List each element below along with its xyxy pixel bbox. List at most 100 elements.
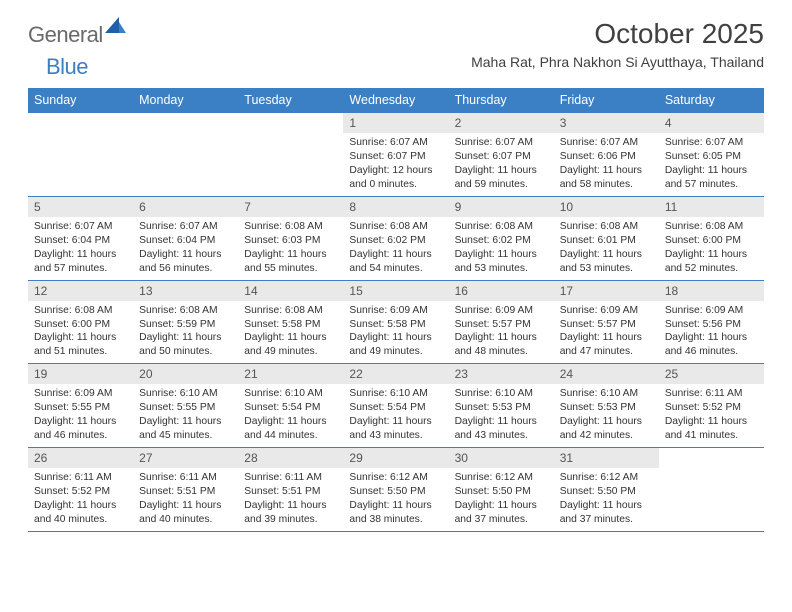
daylight-text-2: and 38 minutes.	[349, 513, 442, 527]
daylight-text-2: and 37 minutes.	[560, 513, 653, 527]
daylight-text-2: and 51 minutes.	[34, 345, 127, 359]
daylight-text-1: Daylight: 11 hours	[349, 415, 442, 429]
weekday-header-row: Sunday Monday Tuesday Wednesday Thursday…	[28, 88, 764, 113]
sunrise-text: Sunrise: 6:09 AM	[665, 304, 758, 318]
day-data-cell	[238, 133, 343, 196]
day-data-cell: Sunrise: 6:07 AMSunset: 6:07 PMDaylight:…	[449, 133, 554, 196]
sunrise-text: Sunrise: 6:10 AM	[349, 387, 442, 401]
location-text: Maha Rat, Phra Nakhon Si Ayutthaya, Thai…	[471, 54, 764, 70]
daylight-text-2: and 50 minutes.	[139, 345, 232, 359]
sunset-text: Sunset: 5:51 PM	[139, 485, 232, 499]
day-data-cell: Sunrise: 6:09 AMSunset: 5:58 PMDaylight:…	[343, 301, 448, 364]
day-data-cell: Sunrise: 6:11 AMSunset: 5:52 PMDaylight:…	[28, 468, 133, 531]
daylight-text-1: Daylight: 11 hours	[139, 248, 232, 262]
day-number-cell: 20	[133, 364, 238, 385]
sunset-text: Sunset: 5:54 PM	[244, 401, 337, 415]
sunset-text: Sunset: 6:02 PM	[349, 234, 442, 248]
day-data-cell: Sunrise: 6:11 AMSunset: 5:52 PMDaylight:…	[659, 384, 764, 447]
day-number-cell: 25	[659, 364, 764, 385]
day-number-cell: 29	[343, 448, 448, 469]
day-number-cell: 15	[343, 280, 448, 301]
sunset-text: Sunset: 5:52 PM	[665, 401, 758, 415]
sunrise-text: Sunrise: 6:08 AM	[244, 304, 337, 318]
sunrise-text: Sunrise: 6:10 AM	[455, 387, 548, 401]
day-number-cell: 23	[449, 364, 554, 385]
day-data-cell	[28, 133, 133, 196]
sunset-text: Sunset: 6:00 PM	[665, 234, 758, 248]
sunset-text: Sunset: 5:55 PM	[139, 401, 232, 415]
day-number-cell: 18	[659, 280, 764, 301]
weekday-header: Thursday	[449, 88, 554, 113]
daylight-text-2: and 48 minutes.	[455, 345, 548, 359]
daylight-text-2: and 57 minutes.	[34, 262, 127, 276]
day-data-cell: Sunrise: 6:09 AMSunset: 5:55 PMDaylight:…	[28, 384, 133, 447]
day-number-cell: 9	[449, 196, 554, 217]
day-number-cell: 10	[554, 196, 659, 217]
daylight-text-2: and 0 minutes.	[349, 178, 442, 192]
sunset-text: Sunset: 6:06 PM	[560, 150, 653, 164]
day-number-cell	[238, 113, 343, 134]
day-data-cell: Sunrise: 6:10 AMSunset: 5:53 PMDaylight:…	[554, 384, 659, 447]
day-data-cell: Sunrise: 6:08 AMSunset: 5:58 PMDaylight:…	[238, 301, 343, 364]
month-title: October 2025	[471, 18, 764, 50]
daylight-text-1: Daylight: 11 hours	[665, 248, 758, 262]
day-data-cell: Sunrise: 6:12 AMSunset: 5:50 PMDaylight:…	[343, 468, 448, 531]
day-number-row: 12131415161718	[28, 280, 764, 301]
day-number-cell: 2	[449, 113, 554, 134]
sunrise-text: Sunrise: 6:07 AM	[34, 220, 127, 234]
day-number-cell: 22	[343, 364, 448, 385]
weekday-header: Monday	[133, 88, 238, 113]
day-data-cell: Sunrise: 6:08 AMSunset: 6:02 PMDaylight:…	[449, 217, 554, 280]
weekday-header: Friday	[554, 88, 659, 113]
day-data-cell: Sunrise: 6:07 AMSunset: 6:04 PMDaylight:…	[28, 217, 133, 280]
daylight-text-1: Daylight: 11 hours	[560, 499, 653, 513]
brand-logo: General	[28, 22, 127, 48]
daylight-text-2: and 45 minutes.	[139, 429, 232, 443]
sunrise-text: Sunrise: 6:08 AM	[349, 220, 442, 234]
day-data-cell: Sunrise: 6:12 AMSunset: 5:50 PMDaylight:…	[449, 468, 554, 531]
day-data-cell: Sunrise: 6:11 AMSunset: 5:51 PMDaylight:…	[133, 468, 238, 531]
sunrise-text: Sunrise: 6:07 AM	[560, 136, 653, 150]
daylight-text-1: Daylight: 11 hours	[244, 331, 337, 345]
daylight-text-1: Daylight: 11 hours	[34, 331, 127, 345]
daylight-text-1: Daylight: 11 hours	[244, 499, 337, 513]
sunset-text: Sunset: 5:57 PM	[455, 318, 548, 332]
day-number-cell: 27	[133, 448, 238, 469]
daylight-text-1: Daylight: 11 hours	[34, 499, 127, 513]
daylight-text-1: Daylight: 11 hours	[455, 415, 548, 429]
sunset-text: Sunset: 5:58 PM	[349, 318, 442, 332]
weekday-header: Wednesday	[343, 88, 448, 113]
sunset-text: Sunset: 6:01 PM	[560, 234, 653, 248]
sunset-text: Sunset: 5:50 PM	[560, 485, 653, 499]
sunset-text: Sunset: 5:56 PM	[665, 318, 758, 332]
sunrise-text: Sunrise: 6:07 AM	[455, 136, 548, 150]
daylight-text-1: Daylight: 11 hours	[455, 499, 548, 513]
day-data-cell: Sunrise: 6:07 AMSunset: 6:06 PMDaylight:…	[554, 133, 659, 196]
daylight-text-1: Daylight: 11 hours	[349, 499, 442, 513]
day-number-cell: 6	[133, 196, 238, 217]
daylight-text-1: Daylight: 11 hours	[349, 248, 442, 262]
daylight-text-2: and 55 minutes.	[244, 262, 337, 276]
daylight-text-1: Daylight: 11 hours	[560, 331, 653, 345]
weekday-header: Saturday	[659, 88, 764, 113]
daylight-text-1: Daylight: 11 hours	[349, 331, 442, 345]
daylight-text-2: and 40 minutes.	[34, 513, 127, 527]
day-number-cell	[659, 448, 764, 469]
sunrise-text: Sunrise: 6:10 AM	[244, 387, 337, 401]
day-number-cell: 19	[28, 364, 133, 385]
daylight-text-1: Daylight: 11 hours	[244, 248, 337, 262]
day-data-cell: Sunrise: 6:07 AMSunset: 6:04 PMDaylight:…	[133, 217, 238, 280]
calendar-table: Sunday Monday Tuesday Wednesday Thursday…	[28, 88, 764, 532]
sunset-text: Sunset: 6:04 PM	[34, 234, 127, 248]
sunrise-text: Sunrise: 6:09 AM	[560, 304, 653, 318]
day-number-row: 19202122232425	[28, 364, 764, 385]
day-data-cell: Sunrise: 6:09 AMSunset: 5:57 PMDaylight:…	[554, 301, 659, 364]
sunset-text: Sunset: 5:59 PM	[139, 318, 232, 332]
day-number-cell: 7	[238, 196, 343, 217]
day-data-cell: Sunrise: 6:09 AMSunset: 5:57 PMDaylight:…	[449, 301, 554, 364]
sunrise-text: Sunrise: 6:10 AM	[139, 387, 232, 401]
daylight-text-2: and 47 minutes.	[560, 345, 653, 359]
day-data-cell: Sunrise: 6:07 AMSunset: 6:05 PMDaylight:…	[659, 133, 764, 196]
daylight-text-2: and 49 minutes.	[244, 345, 337, 359]
daylight-text-2: and 40 minutes.	[139, 513, 232, 527]
